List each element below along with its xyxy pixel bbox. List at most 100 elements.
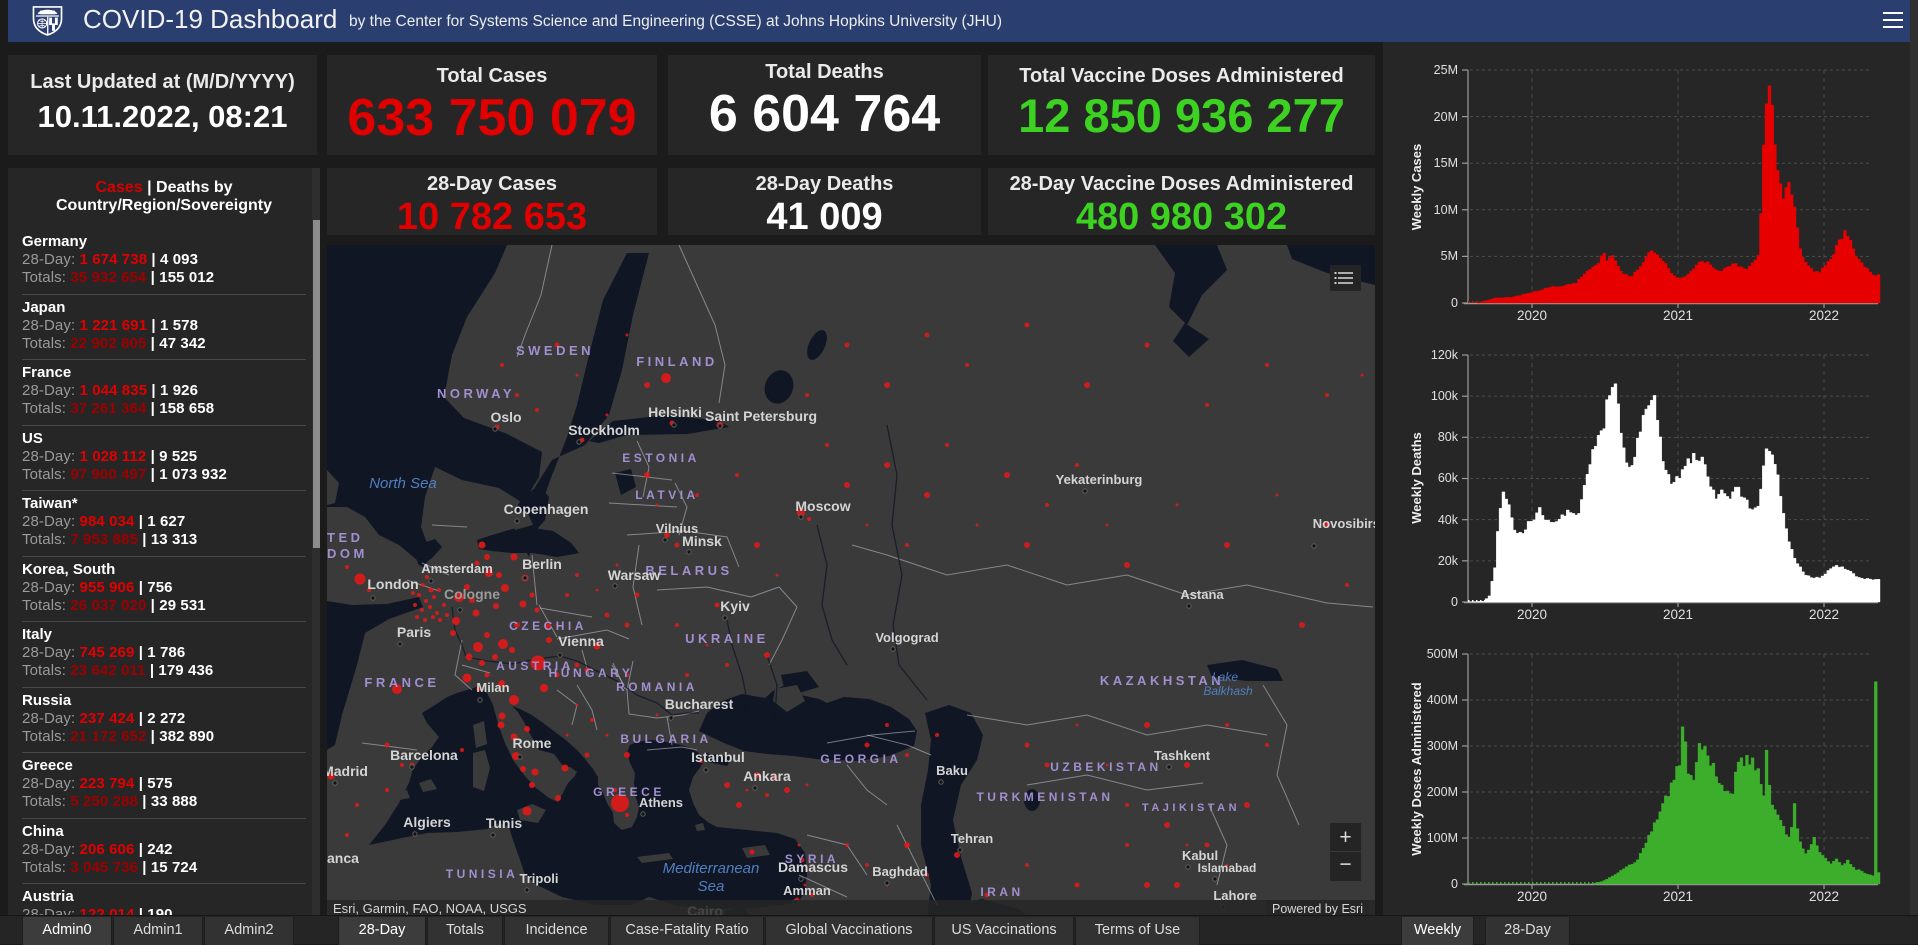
svg-text:5M: 5M (1441, 249, 1458, 263)
svg-text:Moscow: Moscow (795, 498, 850, 514)
svg-text:London: London (367, 576, 418, 592)
svg-text:100k: 100k (1431, 389, 1459, 403)
svg-text:DOM: DOM (327, 546, 368, 561)
svg-text:Bucharest: Bucharest (665, 696, 734, 712)
svg-text:Damascus: Damascus (778, 859, 848, 875)
svg-text:Kyiv: Kyiv (720, 598, 750, 614)
svg-text:2020: 2020 (1517, 607, 1547, 622)
svg-text:Paris: Paris (397, 624, 431, 640)
svg-text:SYRIA: SYRIA (785, 852, 839, 866)
svg-text:25M: 25M (1434, 63, 1458, 77)
svg-text:Copenhagen: Copenhagen (504, 501, 589, 517)
svg-text:North Sea: North Sea (369, 475, 437, 492)
svg-text:Oslo: Oslo (490, 409, 521, 425)
svg-text:Lahore: Lahore (1213, 888, 1256, 903)
svg-text:Barcelona: Barcelona (390, 747, 458, 763)
svg-text:GREECE: GREECE (593, 785, 665, 799)
svg-text:Warsaw: Warsaw (608, 567, 661, 583)
svg-text:20k: 20k (1438, 554, 1459, 568)
svg-text:TURKMENISTAN: TURKMENISTAN (976, 790, 1113, 804)
svg-text:BELARUS: BELARUS (645, 563, 732, 578)
svg-text:2021: 2021 (1663, 607, 1693, 622)
svg-text:BULGARIA: BULGARIA (620, 732, 711, 746)
svg-text:AUSTRIA: AUSTRIA (496, 659, 574, 673)
svg-text:Amsterdam: Amsterdam (421, 561, 493, 576)
svg-text:UKRAINE: UKRAINE (685, 631, 769, 646)
svg-text:Tehran: Tehran (951, 831, 993, 846)
svg-text:IRAN: IRAN (980, 885, 1023, 899)
svg-text:2022: 2022 (1809, 607, 1839, 622)
svg-text:Volgograd: Volgograd (875, 630, 938, 645)
svg-text:Yekaterinburg: Yekaterinburg (1056, 472, 1143, 487)
svg-text:40k: 40k (1438, 513, 1459, 527)
svg-text:Sea: Sea (698, 878, 725, 895)
svg-text:Tripoli: Tripoli (520, 871, 559, 886)
svg-text:2022: 2022 (1809, 889, 1839, 904)
svg-text:Lake: Lake (1212, 670, 1238, 684)
svg-text:80k: 80k (1438, 430, 1459, 444)
svg-text:Kabul: Kabul (1182, 848, 1218, 863)
svg-text:Helsinki: Helsinki (648, 404, 702, 420)
svg-text:Rome: Rome (513, 735, 552, 751)
svg-text:Vienna: Vienna (558, 633, 604, 649)
svg-text:60k: 60k (1438, 471, 1459, 485)
svg-text:TAJIKISTAN: TAJIKISTAN (1142, 802, 1240, 814)
svg-text:Weekly Cases: Weekly Cases (1409, 144, 1424, 231)
svg-text:anca: anca (327, 850, 359, 866)
svg-text:HUNGARY: HUNGARY (549, 666, 634, 680)
svg-text:SWEDEN: SWEDEN (516, 343, 594, 358)
svg-text:400M: 400M (1427, 693, 1458, 707)
svg-text:300M: 300M (1427, 739, 1458, 753)
svg-text:0: 0 (1451, 877, 1458, 891)
svg-text:KAZAKHSTAN: KAZAKHSTAN (1100, 673, 1224, 688)
svg-text:Stockholm: Stockholm (568, 422, 640, 438)
svg-text:Cologne: Cologne (444, 586, 500, 602)
svg-text:Saint Petersburg: Saint Petersburg (705, 408, 817, 424)
svg-text:Istanbul: Istanbul (691, 749, 745, 765)
svg-text:10M: 10M (1434, 203, 1458, 217)
svg-text:Weekly Deaths: Weekly Deaths (1409, 432, 1424, 524)
svg-text:Islamabad: Islamabad (1198, 861, 1257, 875)
svg-text:120k: 120k (1431, 348, 1459, 362)
svg-text:0: 0 (1451, 595, 1458, 609)
svg-text:Madrid: Madrid (327, 763, 368, 779)
svg-text:Athens: Athens (639, 795, 683, 810)
svg-text:Minsk: Minsk (682, 533, 722, 549)
svg-text:FINLAND: FINLAND (636, 354, 718, 369)
svg-text:200M: 200M (1427, 785, 1458, 799)
svg-text:Tashkent: Tashkent (1154, 748, 1211, 763)
svg-text:TED: TED (327, 530, 364, 545)
svg-text:2021: 2021 (1663, 889, 1693, 904)
svg-text:Ankara: Ankara (743, 768, 791, 784)
svg-text:2020: 2020 (1517, 889, 1547, 904)
svg-text:GEORGIA: GEORGIA (820, 752, 901, 766)
svg-text:Novosibirsk: Novosibirsk (1313, 516, 1375, 531)
svg-text:ROMANIA: ROMANIA (616, 680, 698, 694)
svg-text:Amman: Amman (783, 883, 831, 898)
svg-text:Astana: Astana (1180, 587, 1224, 602)
svg-text:100M: 100M (1427, 831, 1458, 845)
svg-text:UZBEKISTAN: UZBEKISTAN (1050, 760, 1161, 774)
svg-text:FRANCE: FRANCE (364, 675, 439, 690)
svg-text:Mediterranean: Mediterranean (663, 860, 760, 877)
svg-text:Baghdad: Baghdad (872, 864, 928, 879)
svg-text:Milan: Milan (476, 680, 509, 695)
svg-text:Weekly Doses Administered: Weekly Doses Administered (1409, 682, 1424, 855)
svg-text:Balkhash: Balkhash (1203, 684, 1253, 698)
svg-text:2020: 2020 (1517, 308, 1547, 323)
svg-text:Tunis: Tunis (486, 815, 523, 831)
svg-text:Vilnius: Vilnius (656, 521, 698, 536)
svg-text:500M: 500M (1427, 647, 1458, 661)
svg-text:20M: 20M (1434, 110, 1458, 124)
svg-text:15M: 15M (1434, 156, 1458, 170)
svg-text:2022: 2022 (1809, 308, 1839, 323)
svg-text:Algiers: Algiers (403, 814, 451, 830)
svg-text:Berlin: Berlin (522, 556, 562, 572)
svg-text:2021: 2021 (1663, 308, 1693, 323)
svg-text:NORWAY: NORWAY (437, 386, 515, 401)
svg-text:Baku: Baku (936, 763, 968, 778)
svg-text:0: 0 (1451, 296, 1458, 310)
svg-text:TUNISIA: TUNISIA (446, 867, 519, 881)
svg-text:ESTONIA: ESTONIA (622, 451, 700, 465)
svg-text:CZECHIA: CZECHIA (509, 619, 587, 633)
